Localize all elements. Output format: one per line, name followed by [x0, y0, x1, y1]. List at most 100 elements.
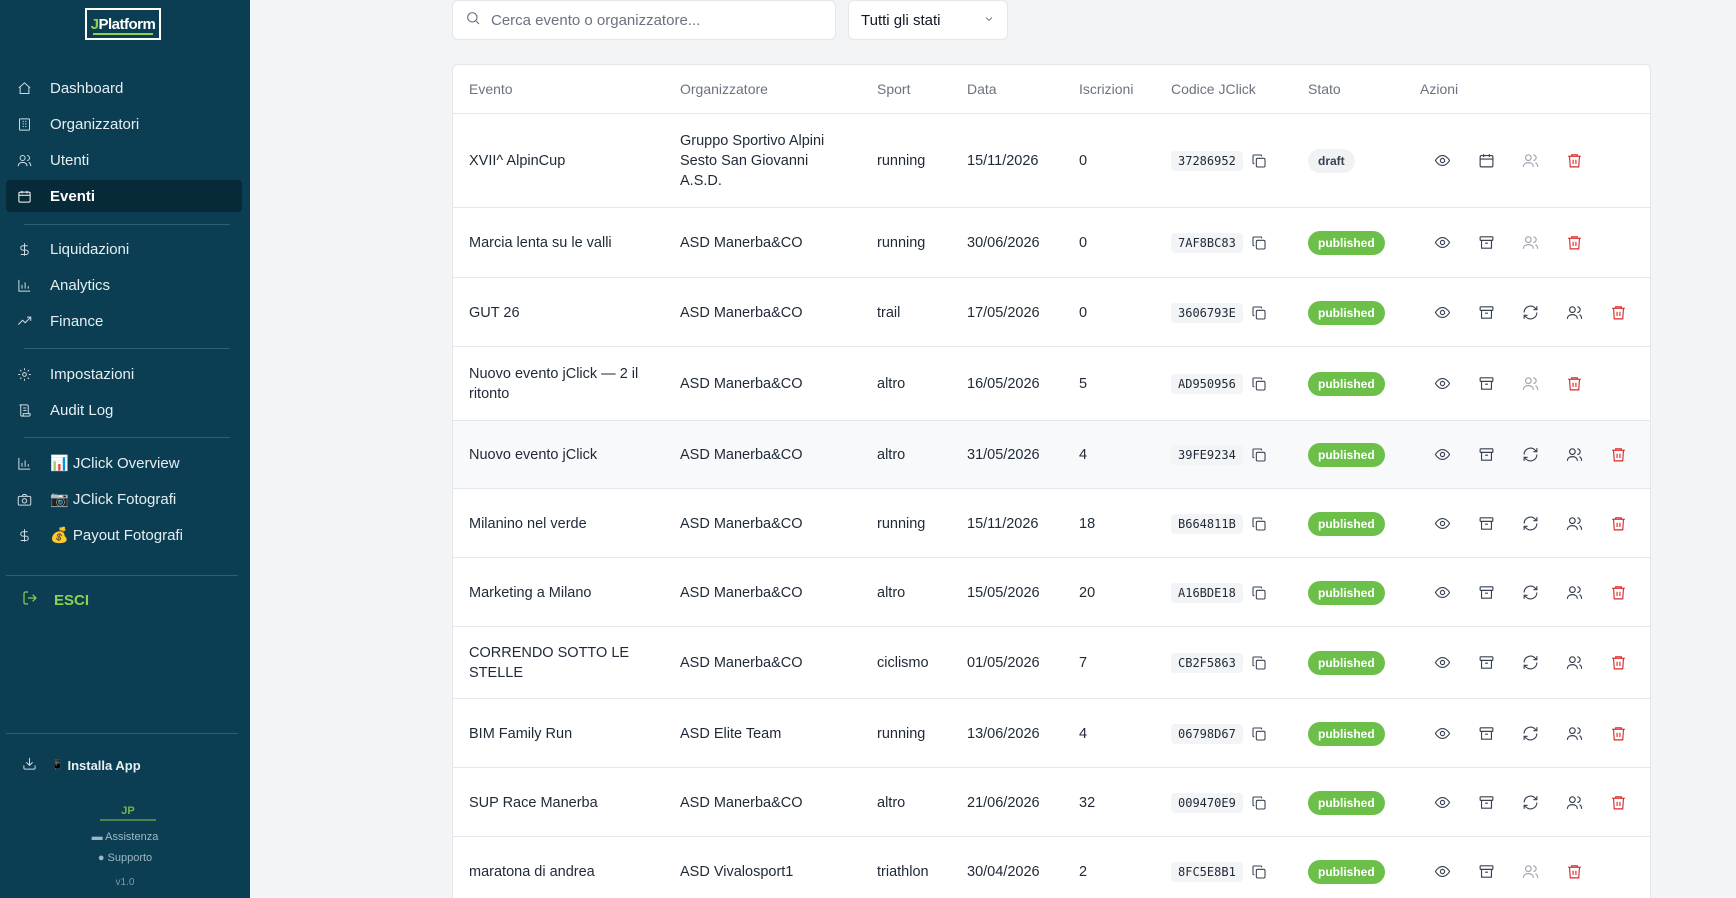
copy-icon[interactable]: [1251, 726, 1267, 742]
event-name[interactable]: Milanino nel verde: [469, 489, 659, 558]
participants-button[interactable]: [1566, 446, 1584, 464]
delete-button[interactable]: [1610, 304, 1628, 322]
archive-button[interactable]: [1478, 304, 1496, 322]
search-input[interactable]: [491, 11, 821, 29]
sidebar-item-5[interactable]: Analytics: [6, 269, 242, 301]
sidebar-item-7[interactable]: Impostazioni: [6, 358, 242, 390]
sidebar-item-11[interactable]: 💰 Payout Fotografi: [6, 519, 242, 551]
header-iscrizioni[interactable]: Iscrizioni: [1079, 81, 1134, 97]
event-name[interactable]: Nuovo evento jClick: [469, 421, 659, 489]
delete-button[interactable]: [1566, 152, 1584, 170]
event-name[interactable]: XVII^ AlpinCup: [469, 114, 659, 208]
participants-button[interactable]: [1566, 725, 1584, 743]
supporto-link[interactable]: ● Supporto: [0, 852, 250, 864]
search-box[interactable]: [452, 0, 836, 40]
event-name[interactable]: SUP Race Manerba: [469, 768, 659, 837]
archive-button[interactable]: [1478, 515, 1496, 533]
event-name[interactable]: Marketing a Milano: [469, 558, 659, 627]
sidebar-item-4[interactable]: Liquidazioni: [6, 233, 242, 265]
event-name[interactable]: CORRENDO SOTTO LE STELLE: [469, 627, 659, 699]
copy-icon[interactable]: [1251, 655, 1267, 671]
delete-button[interactable]: [1566, 234, 1584, 252]
participants-button[interactable]: [1522, 375, 1540, 393]
sync-button[interactable]: [1522, 725, 1540, 743]
assistenza-link[interactable]: ▬ Assistenza: [0, 831, 250, 843]
event-name[interactable]: Nuovo evento jClick — 2 il ritonto: [469, 347, 659, 421]
view-button[interactable]: [1434, 515, 1452, 533]
copy-icon[interactable]: [1251, 305, 1267, 321]
archive-button[interactable]: [1478, 725, 1496, 743]
sidebar-item-8[interactable]: Audit Log: [6, 394, 242, 426]
sync-button[interactable]: [1522, 654, 1540, 672]
sync-button[interactable]: [1522, 304, 1540, 322]
header-data[interactable]: Data: [967, 81, 997, 97]
participants-button[interactable]: [1566, 515, 1584, 533]
event-name[interactable]: Marcia lenta su le valli: [469, 208, 659, 278]
sidebar-item-3[interactable]: Eventi: [6, 180, 242, 212]
copy-icon[interactable]: [1251, 447, 1267, 463]
app-logo[interactable]: JPlatform: [85, 8, 161, 40]
copy-icon[interactable]: [1251, 864, 1267, 880]
sync-button[interactable]: [1522, 446, 1540, 464]
archive-button[interactable]: [1478, 794, 1496, 812]
event-name[interactable]: maratona di andrea: [469, 837, 659, 898]
participants-button[interactable]: [1566, 584, 1584, 602]
copy-icon[interactable]: [1251, 376, 1267, 392]
archive-button[interactable]: [1478, 234, 1496, 252]
install-app-button[interactable]: 📱 Installa App: [22, 756, 141, 774]
copy-icon[interactable]: [1251, 235, 1267, 251]
delete-button[interactable]: [1610, 654, 1628, 672]
view-button[interactable]: [1434, 654, 1452, 672]
view-button[interactable]: [1434, 152, 1452, 170]
participants-button[interactable]: [1522, 863, 1540, 881]
event-name[interactable]: GUT 26: [469, 278, 659, 347]
delete-button[interactable]: [1566, 375, 1584, 393]
delete-button[interactable]: [1610, 725, 1628, 743]
logout-button[interactable]: ESCI: [22, 590, 89, 610]
delete-button[interactable]: [1566, 863, 1584, 881]
copy-icon[interactable]: [1251, 585, 1267, 601]
sidebar-item-9[interactable]: 📊 JClick Overview: [6, 447, 242, 479]
sync-button[interactable]: [1522, 515, 1540, 533]
archive-button[interactable]: [1478, 654, 1496, 672]
delete-button[interactable]: [1610, 794, 1628, 812]
sidebar-item-10[interactable]: 📷 JClick Fotografi: [6, 483, 242, 515]
participants-button[interactable]: [1522, 234, 1540, 252]
copy-icon[interactable]: [1251, 153, 1267, 169]
copy-icon[interactable]: [1251, 795, 1267, 811]
header-codice[interactable]: Codice JClick: [1171, 81, 1256, 97]
sync-button[interactable]: [1522, 794, 1540, 812]
participants-button[interactable]: [1566, 304, 1584, 322]
view-button[interactable]: [1434, 584, 1452, 602]
sidebar-item-0[interactable]: Dashboard: [6, 72, 242, 104]
view-button[interactable]: [1434, 446, 1452, 464]
participants-button[interactable]: [1566, 654, 1584, 672]
header-evento[interactable]: Evento: [469, 81, 513, 97]
view-button[interactable]: [1434, 375, 1452, 393]
delete-button[interactable]: [1610, 584, 1628, 602]
status-filter-select[interactable]: Tutti gli stati: [848, 0, 1008, 40]
view-button[interactable]: [1434, 725, 1452, 743]
archive-button[interactable]: [1478, 446, 1496, 464]
archive-button[interactable]: [1478, 863, 1496, 881]
participants-button[interactable]: [1566, 794, 1584, 812]
header-organizzatore[interactable]: Organizzatore: [680, 81, 768, 97]
archive-button[interactable]: [1478, 375, 1496, 393]
sidebar-item-1[interactable]: Organizzatori: [6, 108, 242, 140]
delete-button[interactable]: [1610, 446, 1628, 464]
view-button[interactable]: [1434, 794, 1452, 812]
header-sport[interactable]: Sport: [877, 81, 911, 97]
sidebar-item-6[interactable]: Finance: [6, 305, 242, 337]
copy-icon[interactable]: [1251, 516, 1267, 532]
participants-button[interactable]: [1522, 152, 1540, 170]
delete-button[interactable]: [1610, 515, 1628, 533]
sidebar-item-2[interactable]: Utenti: [6, 144, 242, 176]
archive-button[interactable]: [1478, 584, 1496, 602]
view-button[interactable]: [1434, 304, 1452, 322]
view-button[interactable]: [1434, 234, 1452, 252]
sync-button[interactable]: [1522, 584, 1540, 602]
view-button[interactable]: [1434, 863, 1452, 881]
header-stato[interactable]: Stato: [1308, 81, 1341, 97]
publish-button[interactable]: [1478, 152, 1496, 170]
event-name[interactable]: BIM Family Run: [469, 699, 659, 768]
